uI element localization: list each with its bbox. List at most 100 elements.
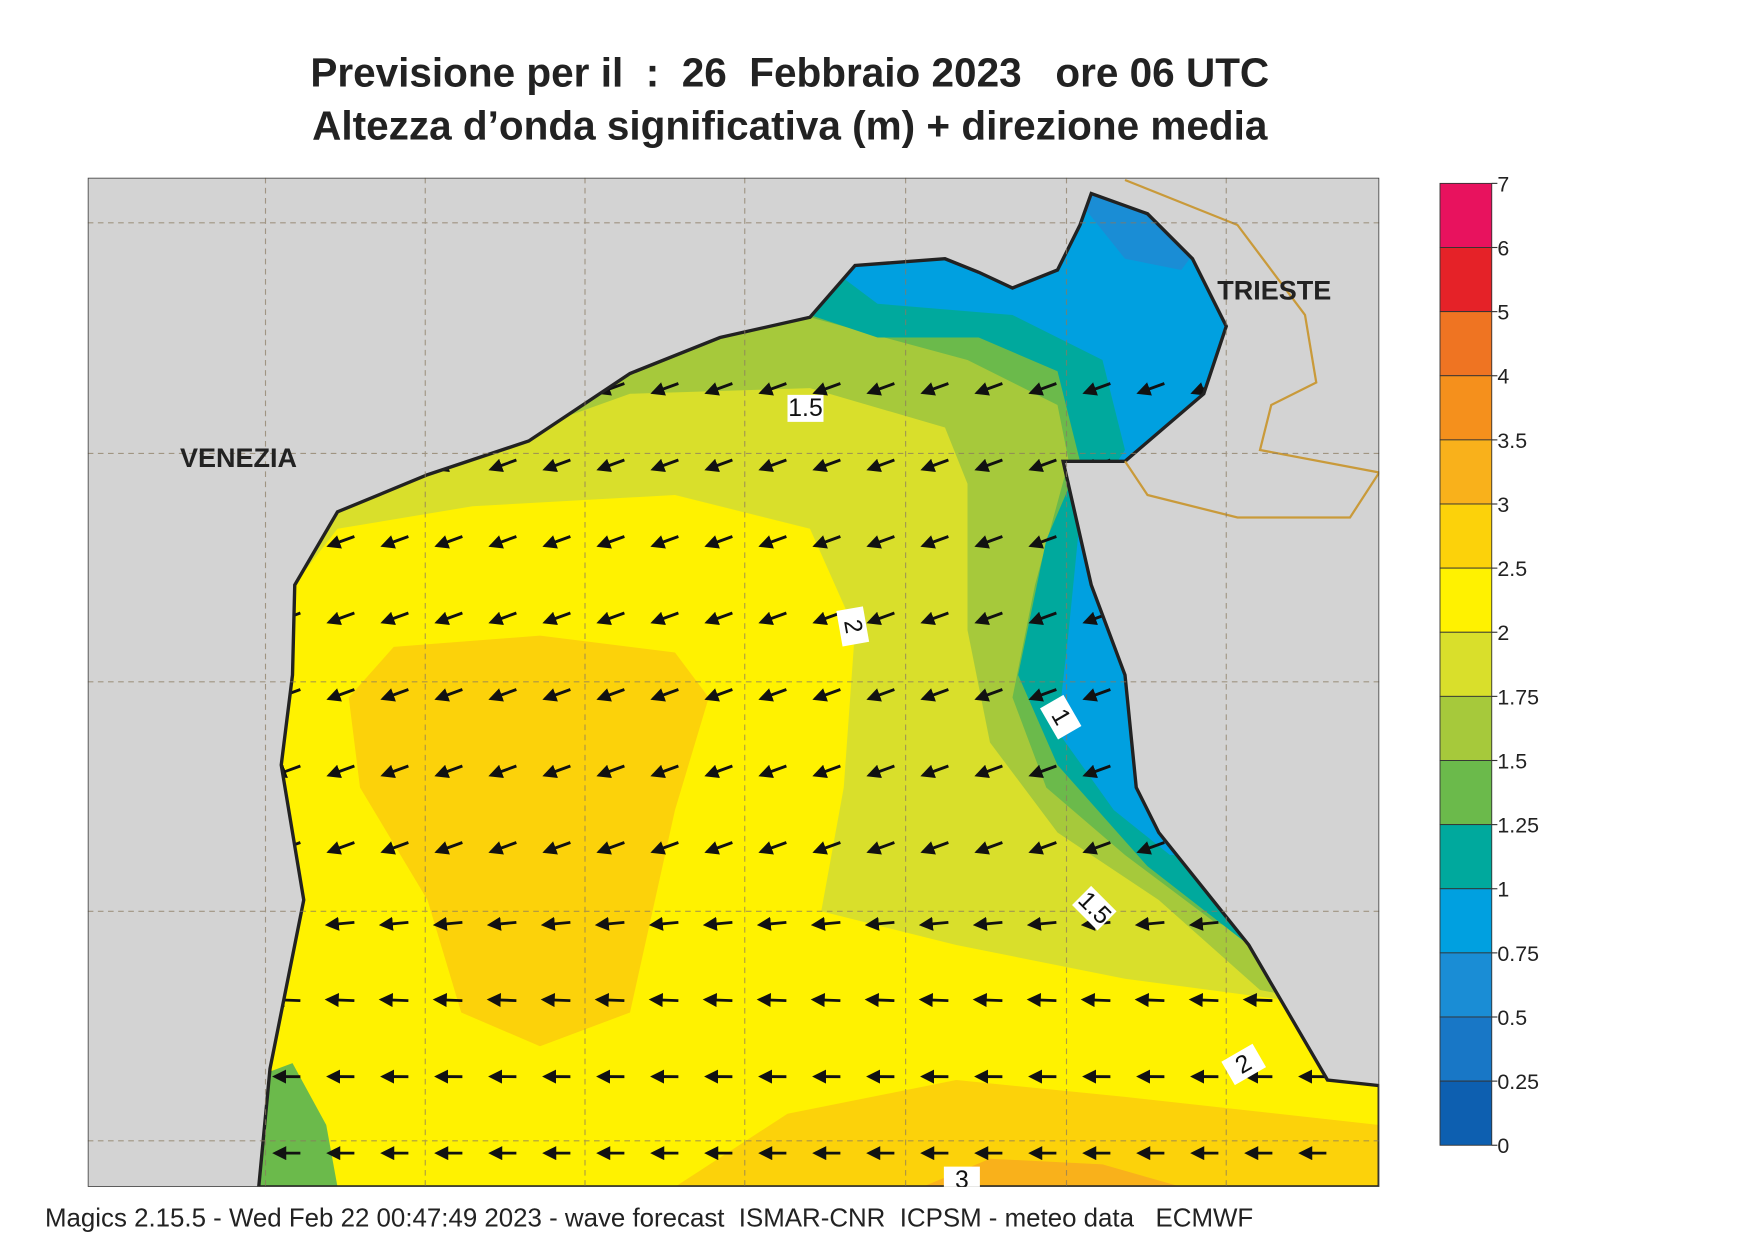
arrow [866,535,895,549]
colorbar-swatch [1439,567,1493,633]
arrow [866,382,895,396]
arrow [1028,611,1057,626]
arrow [864,993,895,1008]
arrow [704,535,733,549]
subtitle: Altezza d’onda significativa (m) + direz… [312,103,1268,149]
arrow [974,382,1003,396]
arrow [758,841,787,855]
colorbar-swatch [1439,631,1493,697]
arrow [488,764,517,779]
arrow [758,611,787,626]
colorbar-tick-label: 3 [1497,493,1509,517]
colorbar-swatch [1439,375,1493,441]
contour-label: 1 [1040,694,1082,740]
contour-label: 1.5 [787,394,824,422]
arrow [1028,841,1057,855]
arrow [920,764,949,779]
title: Previsione per il : 26 Febbraio 2023 ore… [310,50,1269,96]
arrow [1082,764,1111,779]
arrow [486,916,517,931]
arrow [542,458,571,473]
arrow [650,458,679,473]
arrow [648,916,679,931]
arrow [542,535,571,549]
arrow [866,458,895,473]
arrow [540,993,571,1008]
arrow [702,993,733,1008]
colorbar-tick-label: 3.5 [1497,429,1527,453]
arrow [1188,993,1219,1008]
arrow [596,841,625,855]
arrow [486,993,517,1008]
arrow [920,841,949,855]
arrow [432,916,463,931]
arrow [974,611,1003,626]
arrow [1080,993,1111,1008]
arrow [650,382,679,396]
contour-label-bg [1040,694,1082,740]
colorbar-tick-label: 6 [1497,236,1509,260]
arrow [434,688,463,702]
arrow [326,535,355,549]
colorbar-swatch [1439,182,1493,248]
arrow [1134,916,1165,931]
colorbar-swatch [1439,760,1493,826]
colorbar-tick-label: 0.75 [1497,942,1539,966]
arrow [1028,458,1057,473]
arrow [326,688,355,702]
colorbar-tick-label: 1.75 [1497,685,1539,709]
arrow [866,841,895,855]
arrow [1028,688,1057,702]
contour-label-text: 2 [838,617,867,635]
arrow [972,993,1003,1008]
arrow [702,916,733,931]
arrow [1026,916,1057,931]
arrow [758,535,787,549]
colorbar-tick-label: 4 [1497,365,1509,389]
arrow [1136,382,1165,396]
arrow [1028,764,1057,779]
arrow [594,916,625,931]
arrow [596,458,625,473]
arrow [380,611,409,626]
arrow [1028,382,1057,396]
arrow [1136,841,1165,855]
arrow [1082,382,1111,396]
arrow [758,688,787,702]
arrow [918,916,949,931]
arrow [326,841,355,855]
arrow [434,764,463,779]
arrow [864,916,895,931]
contour-label-text: 3 [955,1167,969,1194]
arrow [378,916,409,931]
colorbar-swatch [1439,1016,1493,1082]
arrow [758,764,787,779]
arrow [810,916,841,931]
colorbar-tick-label: 1 [1497,878,1509,902]
arrow [920,535,949,549]
colorbar-tick-label: 7 [1497,172,1509,196]
arrow [324,993,355,1008]
arrow [540,916,571,931]
arrow [704,841,733,855]
arrow [380,535,409,549]
arrow [704,458,733,473]
arrow [488,688,517,702]
arrow [650,841,679,855]
arrow [972,916,1003,931]
arrow [812,688,841,702]
arrow [812,611,841,626]
arrow [1188,916,1219,931]
arrow [594,993,625,1008]
arrow [326,611,355,626]
arrow [812,841,841,855]
arrow [974,535,1003,549]
arrow [756,916,787,931]
arrow [434,841,463,855]
place-label: TRIESTE [1217,275,1331,305]
arrow [488,841,517,855]
arrow [704,764,733,779]
colorbar-swatch [1439,503,1493,569]
